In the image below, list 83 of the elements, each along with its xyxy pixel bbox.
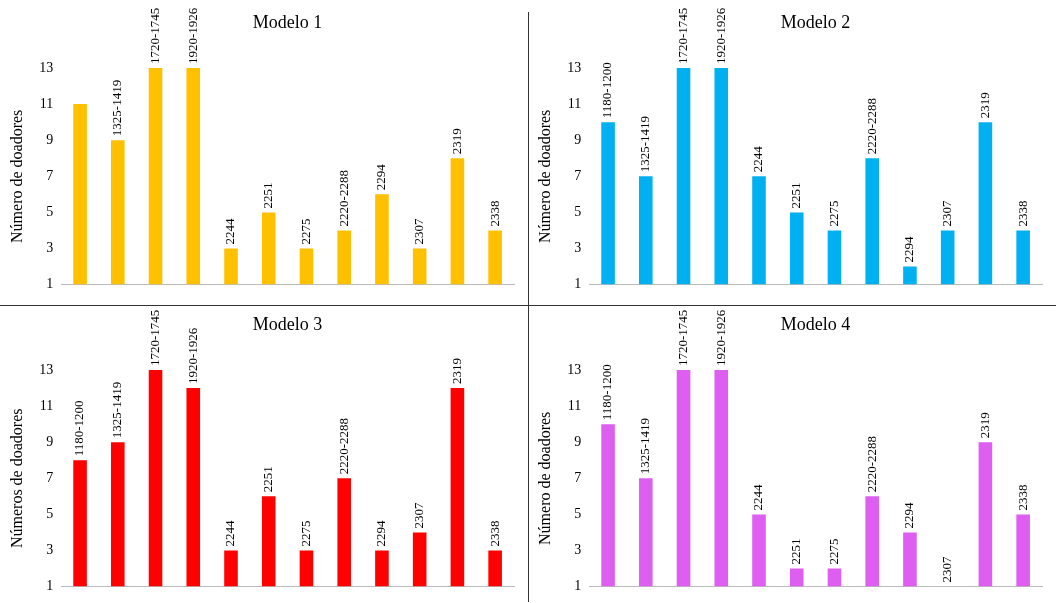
x-tick-label: 1180-1200 — [599, 62, 615, 119]
x-tick-label: 2294 — [373, 163, 389, 191]
x-tick-label: 1920-1926 — [712, 7, 728, 64]
y-tick-label: 5 — [46, 506, 54, 522]
x-tick-label: 2251 — [260, 466, 276, 493]
x-tick-label: 2307 — [939, 556, 955, 583]
y-tick-label: 11 — [567, 95, 582, 111]
y-tick-label: 1 — [574, 276, 582, 292]
y-tick-label: 11 — [39, 95, 54, 111]
x-tick-label: 1720-1745 — [146, 309, 162, 366]
x-tick-label: 2338 — [1014, 484, 1030, 511]
y-tick-label: 3 — [574, 542, 582, 558]
x-tick-label: 2319 — [976, 412, 992, 439]
x-tick-label: 1325-1419 — [109, 79, 125, 137]
x-tick-label: 2307 — [939, 199, 955, 227]
y-tick-label: 3 — [574, 240, 582, 256]
x-tick-label: 2294 — [901, 236, 917, 263]
x-tick-label: 1325-1419 — [109, 381, 125, 439]
x-tick-label: 1920-1926 — [184, 7, 200, 64]
y-axis-title: Número de doadores — [535, 109, 553, 243]
y-tick-label: 1 — [46, 578, 54, 594]
x-tick-label: 2244 — [222, 218, 238, 245]
x-tick-label: 2244 — [750, 483, 766, 511]
x-tick-label: 2338 — [486, 520, 502, 547]
y-tick-label: 9 — [46, 433, 54, 449]
x-tick-label: 2294 — [901, 501, 917, 529]
x-tick-label: 2275 — [825, 538, 841, 565]
chart-title: Modelo 4 — [780, 313, 851, 334]
x-tick-label: 1720-1745 — [674, 7, 690, 64]
x-tick-label: 2244 — [750, 145, 766, 173]
y-tick-label: 13 — [39, 59, 54, 75]
x-tick-label: 2220-2288 — [335, 170, 351, 227]
x-tick-label: 2275 — [825, 200, 841, 227]
chart-title: Modelo 3 — [252, 313, 323, 334]
x-tick-label: 2220-2288 — [335, 417, 351, 475]
y-tick-label: 9 — [574, 433, 582, 449]
x-tick-label: 2220-2288 — [863, 436, 879, 493]
x-tick-label: 2220-2288 — [863, 97, 879, 155]
x-tick-label: 1920-1926 — [712, 309, 728, 366]
y-tick-label: 1 — [574, 578, 582, 594]
y-tick-label: 7 — [46, 469, 54, 485]
x-tick-label: 1325-1419 — [637, 115, 653, 173]
y-tick-label: 3 — [46, 542, 54, 558]
x-tick-label: 2319 — [976, 92, 992, 119]
y-tick-label: 1 — [46, 276, 54, 292]
x-tick-label: 2251 — [260, 182, 276, 209]
y-axis-title: Número de doadores — [7, 109, 25, 243]
x-tick-label: 2275 — [297, 520, 313, 547]
y-tick-label: 3 — [46, 240, 54, 256]
y-axis-title: Número de doadores — [535, 411, 553, 545]
x-tick-label: 2294 — [373, 520, 389, 547]
x-tick-label: 2307 — [411, 501, 427, 529]
x-tick-label: 1920-1926 — [184, 327, 200, 385]
chart-title: Modelo 2 — [780, 11, 851, 32]
y-tick-label: 7 — [574, 167, 582, 183]
x-tick-label: 2319 — [448, 128, 464, 155]
y-tick-label: 9 — [574, 131, 582, 147]
chart-title: Modelo 1 — [252, 11, 323, 32]
x-tick-label: 2251 — [788, 182, 804, 209]
x-tick-label: 2244 — [222, 520, 238, 547]
x-tick-label: 1325-1419 — [637, 417, 653, 475]
y-tick-label: 5 — [46, 204, 54, 220]
y-tick-label: 5 — [574, 204, 582, 220]
y-tick-label: 7 — [574, 469, 582, 485]
y-tick-label: 13 — [39, 361, 54, 377]
y-axis-title: Números de doadores — [7, 408, 25, 549]
x-tick-label: 2275 — [297, 218, 313, 245]
y-tick-label: 7 — [46, 167, 54, 183]
y-tick-label: 13 — [567, 59, 582, 75]
x-tick-label: 2251 — [788, 538, 804, 565]
x-tick-label: 2307 — [411, 218, 427, 245]
y-tick-label: 11 — [39, 397, 54, 413]
x-tick-label: 1720-1745 — [674, 309, 690, 366]
x-tick-label: 1720-1745 — [146, 7, 162, 64]
x-tick-label: 1180-1200 — [71, 400, 87, 457]
y-tick-label: 11 — [567, 397, 582, 413]
x-tick-label: 2319 — [448, 358, 464, 385]
y-tick-label: 9 — [46, 131, 54, 147]
x-tick-label: 2338 — [486, 200, 502, 227]
y-tick-label: 5 — [574, 506, 582, 522]
x-tick-label: 2338 — [1014, 200, 1030, 227]
y-tick-label: 13 — [567, 361, 582, 377]
x-tick-label: 1180-1200 — [599, 364, 615, 421]
